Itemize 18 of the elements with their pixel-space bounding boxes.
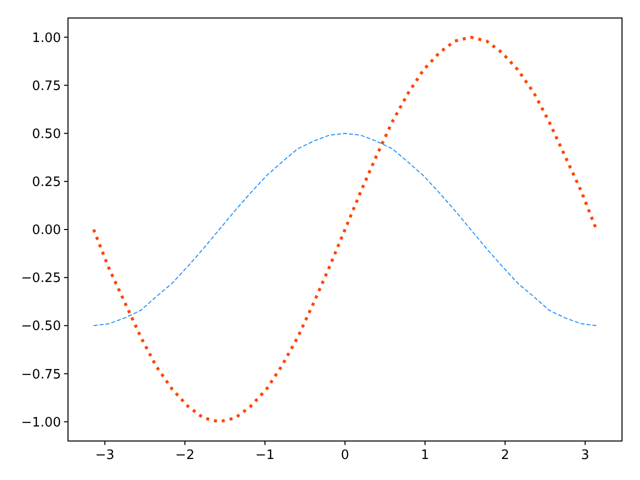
- y-tick-label: −0.50: [21, 319, 61, 334]
- y-tick-label: −0.75: [21, 367, 61, 382]
- y-tick-label: 0.25: [32, 174, 61, 190]
- y-tick-label: −1.00: [21, 415, 61, 430]
- x-tick-label: 3: [581, 448, 590, 463]
- x-tick-label: 0: [340, 448, 350, 463]
- y-tick-label: 0.75: [32, 78, 61, 94]
- y-tick-label: −0.25: [21, 271, 61, 286]
- x-tick-label: −3: [95, 448, 114, 463]
- line-series: [92, 36, 598, 424]
- x-tick-label: −2: [175, 448, 194, 463]
- y-tick-label: 0.50: [32, 126, 61, 142]
- line-series: [93, 132, 597, 326]
- x-tick-label: 2: [500, 448, 510, 463]
- x-tick-label: −1: [255, 448, 275, 463]
- x-tick-label: 1: [420, 448, 430, 463]
- y-tick-label: 0.00: [32, 223, 61, 238]
- y-tick-label: 1.00: [32, 30, 61, 46]
